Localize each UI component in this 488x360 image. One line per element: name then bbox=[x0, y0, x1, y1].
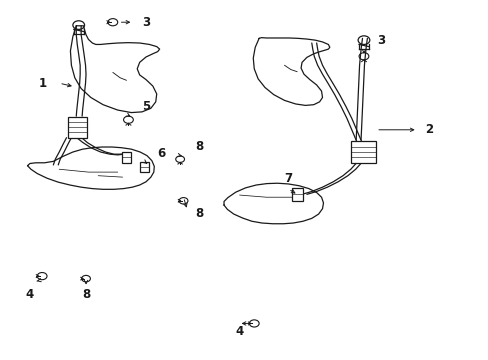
Text: 3: 3 bbox=[142, 16, 150, 29]
Text: 4: 4 bbox=[235, 325, 243, 338]
Text: 4: 4 bbox=[26, 288, 34, 301]
FancyBboxPatch shape bbox=[140, 162, 149, 172]
Text: 6: 6 bbox=[158, 147, 165, 160]
Text: 7: 7 bbox=[284, 172, 292, 185]
Text: 2: 2 bbox=[424, 123, 432, 136]
FancyBboxPatch shape bbox=[292, 188, 303, 201]
FancyBboxPatch shape bbox=[122, 152, 131, 163]
FancyBboxPatch shape bbox=[68, 117, 87, 138]
Text: 8: 8 bbox=[194, 207, 203, 220]
Text: 8: 8 bbox=[194, 140, 203, 153]
Text: 3: 3 bbox=[376, 34, 385, 47]
Text: 1: 1 bbox=[39, 77, 47, 90]
Text: 5: 5 bbox=[142, 100, 150, 113]
FancyBboxPatch shape bbox=[350, 141, 375, 163]
Text: 8: 8 bbox=[81, 288, 90, 301]
